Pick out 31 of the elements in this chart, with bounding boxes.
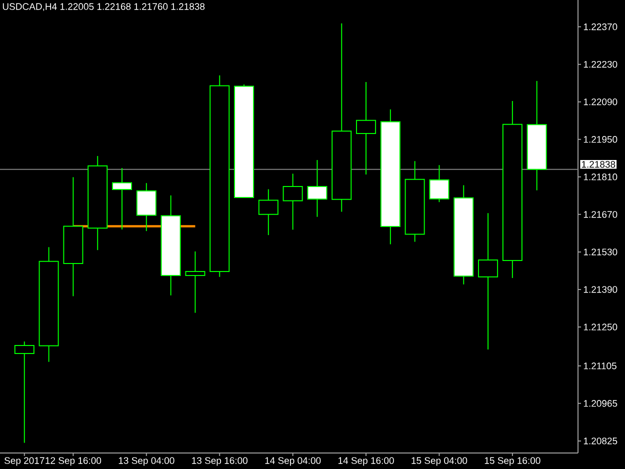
candlestick (429, 164, 450, 203)
y-tick-label: 1.21250 (584, 324, 618, 330)
y-tick-label: 1.22090 (584, 98, 618, 106)
x-tick-label: Sep 2017 (4, 457, 44, 466)
y-tick-label: 1.21530 (584, 248, 618, 256)
x-tick-label: 12 Sep 16:00 (46, 457, 102, 466)
y-tick-label: 1.22230 (584, 60, 618, 68)
y-tick-label: 1.21105 (584, 362, 616, 370)
y-tick-label: 1.20825 (584, 438, 618, 444)
x-tick-label: 15 Sep 04:00 (412, 457, 468, 466)
x-tick-label: 14 Sep 16:00 (338, 457, 394, 466)
y-tick-label: 1.21950 (584, 136, 618, 143)
chart-title: USDCAD,H4 1.22005 1.22168 1.21760 1.21838 (2, 3, 205, 12)
candlestick (185, 250, 206, 314)
x-tick-label: 13 Sep 04:00 (118, 457, 174, 466)
ref-line-label: 1.21838 (582, 160, 616, 168)
candlestick (307, 160, 328, 218)
y-tick-label: 1.22370 (584, 23, 618, 30)
y-tick-label: 1.20965 (584, 400, 618, 407)
candlestick (282, 173, 303, 230)
candlestick (14, 340, 34, 444)
candlestick (478, 212, 498, 350)
x-tick-label: 13 Sep 16:00 (192, 457, 248, 466)
candlestick (258, 188, 278, 236)
candlestick (112, 168, 132, 230)
x-tick-label: 14 Sep 04:00 (265, 457, 321, 466)
y-tick-label: 1.21670 (584, 211, 618, 218)
y-tick-label: 1.21390 (584, 286, 618, 293)
x-tick-label: 15 Sep 16:00 (484, 457, 540, 466)
y-tick-label: 1.21810 (584, 174, 618, 180)
candlestick (356, 82, 376, 175)
